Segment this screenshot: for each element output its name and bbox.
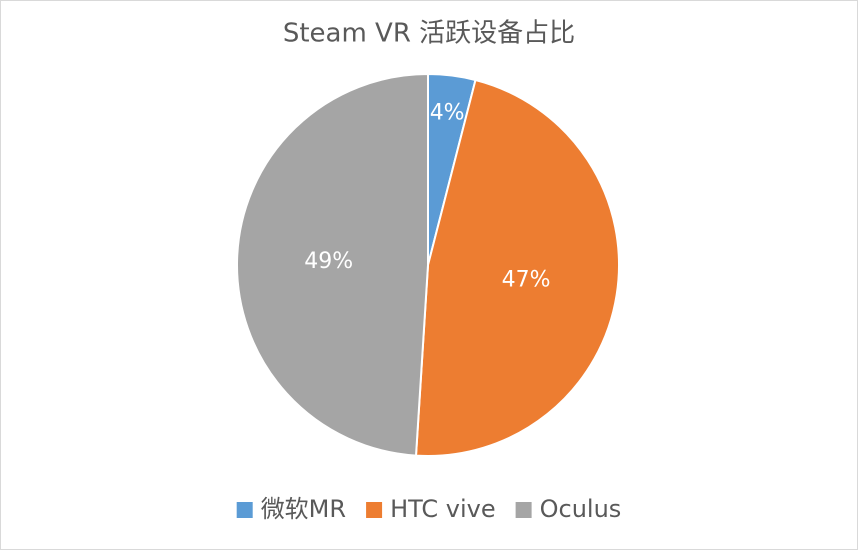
legend-swatch <box>366 502 383 518</box>
data-label: 47% <box>502 268 551 293</box>
legend-label: 微软MR <box>261 495 346 523</box>
legend-swatch <box>515 502 532 518</box>
chart-title: Steam VR 活跃设备占比 <box>283 19 575 49</box>
pie-slice <box>236 72 429 457</box>
legend-swatch <box>236 502 253 518</box>
pie-slice <box>414 78 620 457</box>
legend-label: HTC vive <box>390 495 496 523</box>
data-label: 49% <box>304 249 353 274</box>
legend-label: Oculus <box>540 495 622 523</box>
data-label: 4% <box>430 100 465 125</box>
